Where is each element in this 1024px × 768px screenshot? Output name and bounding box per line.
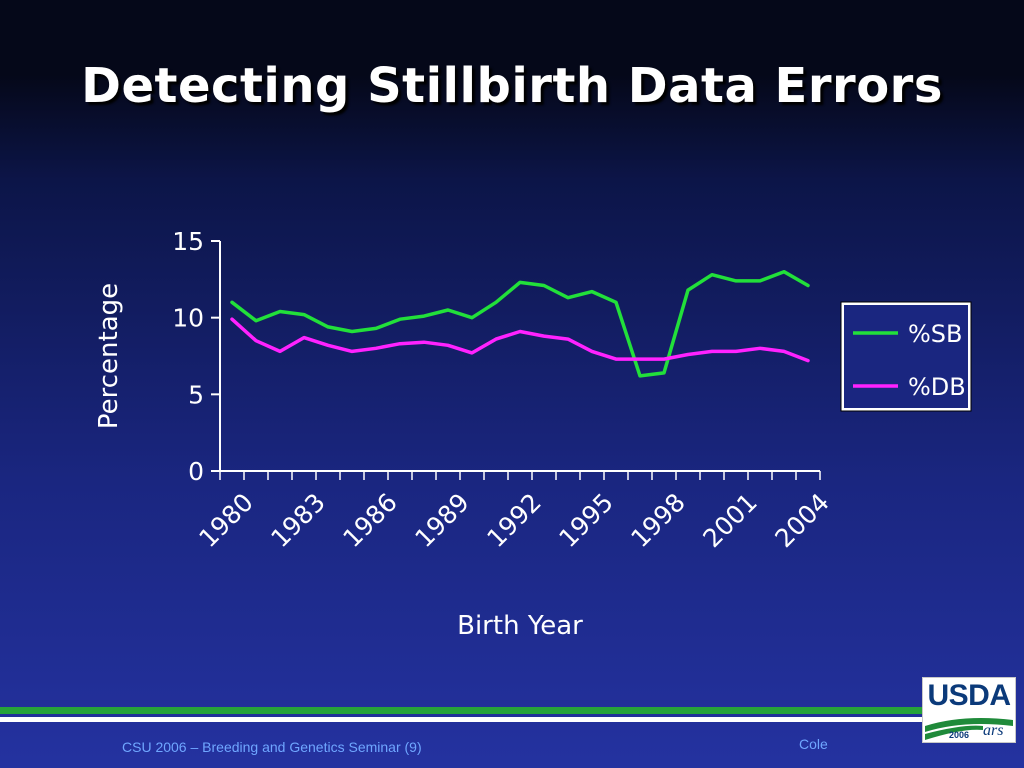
chart-axes xyxy=(219,241,820,472)
y-axis-label: Percentage xyxy=(94,283,124,429)
legend-label-sb: %SB xyxy=(908,320,963,348)
x-axis-label: Birth Year xyxy=(457,611,583,641)
x-tick-label: 1998 xyxy=(625,488,690,553)
slide-title: Detecting Stillbirth Data Errors xyxy=(81,58,943,114)
footer-stripe-white xyxy=(0,717,922,722)
series-line-db xyxy=(230,317,810,363)
ars-mark: ars xyxy=(983,722,1004,739)
chart-legend: %SB %DB xyxy=(840,301,972,412)
usda-logo-swoosh xyxy=(925,718,1013,740)
y-tick-label: 15 xyxy=(172,227,204,256)
x-axis-ticks: 1980 1983 1986 1989 1992 1995 1998 2001 2004 xyxy=(193,471,835,553)
series-lines xyxy=(230,269,810,378)
x-tick-label: 1995 xyxy=(553,488,618,553)
y-tick-label: 10 xyxy=(172,304,204,333)
y-tick-label: 0 xyxy=(188,457,204,486)
footer-stripe-green xyxy=(0,707,922,714)
y-axis-ticks: 0 5 10 15 xyxy=(172,227,220,486)
series-line-sb xyxy=(230,269,810,378)
x-tick-label: 2004 xyxy=(769,488,834,553)
x-tick-label: 1989 xyxy=(409,488,474,553)
x-tick-label: 1983 xyxy=(265,488,330,553)
usda-logo-text: USDA xyxy=(927,679,1011,712)
footer-seminar-text: CSU 2006 – Breeding and Genetics Seminar… xyxy=(122,739,422,755)
x-tick-label: 1992 xyxy=(481,488,546,553)
footer-author: Cole xyxy=(799,736,828,752)
legend-label-db: %DB xyxy=(908,373,966,401)
usda-logo: USDA 2006 ars xyxy=(922,677,1016,743)
x-tick-label: 2001 xyxy=(697,488,762,553)
legend-box-inner xyxy=(844,305,968,408)
usda-logo-year: 2006 xyxy=(949,730,970,740)
x-tick-label: 1980 xyxy=(193,488,258,553)
x-tick-label: 1986 xyxy=(337,488,402,553)
line-chart: 0 5 10 15 1980 1983 1986 1989 1992 1995 1998 2001 2… xyxy=(94,227,972,641)
y-tick-label: 5 xyxy=(188,380,204,409)
